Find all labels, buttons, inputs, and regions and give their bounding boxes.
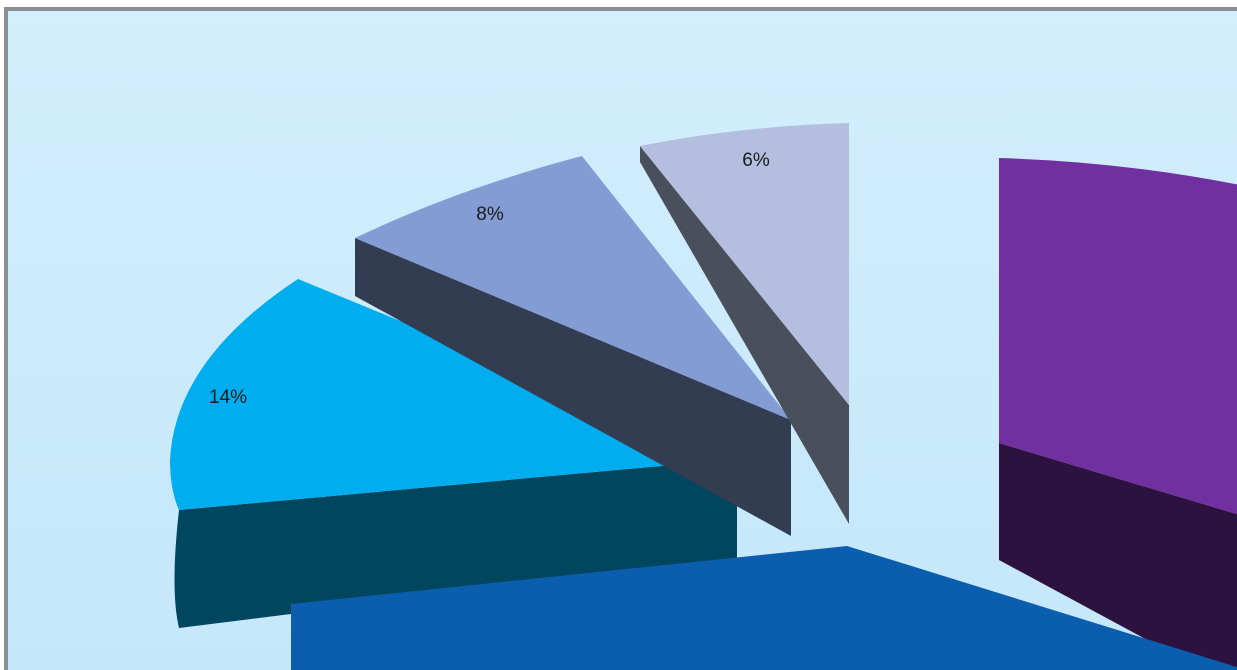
pie-slice-4 bbox=[291, 546, 1237, 670]
slice-group-0 bbox=[170, 279, 737, 628]
pie-slice-1 bbox=[355, 156, 791, 420]
data-label-1: 8% bbox=[476, 204, 504, 225]
pie-slice-side-2 bbox=[640, 146, 849, 524]
pie-slice-3 bbox=[999, 158, 1237, 515]
pie-slice-2 bbox=[640, 123, 849, 405]
data-label-0: 14% bbox=[209, 387, 247, 408]
slice-group-4 bbox=[291, 546, 1237, 670]
pie-slice-side-0 bbox=[174, 459, 737, 628]
slice-group-2 bbox=[640, 123, 849, 524]
slice-group-1 bbox=[355, 156, 791, 536]
pie-slice-side-1 bbox=[355, 238, 791, 536]
data-label-2: 6% bbox=[742, 150, 770, 171]
pie-slice-0 bbox=[170, 279, 737, 510]
slice-group-3 bbox=[999, 158, 1237, 670]
pie-slice-side-3 bbox=[999, 443, 1237, 670]
